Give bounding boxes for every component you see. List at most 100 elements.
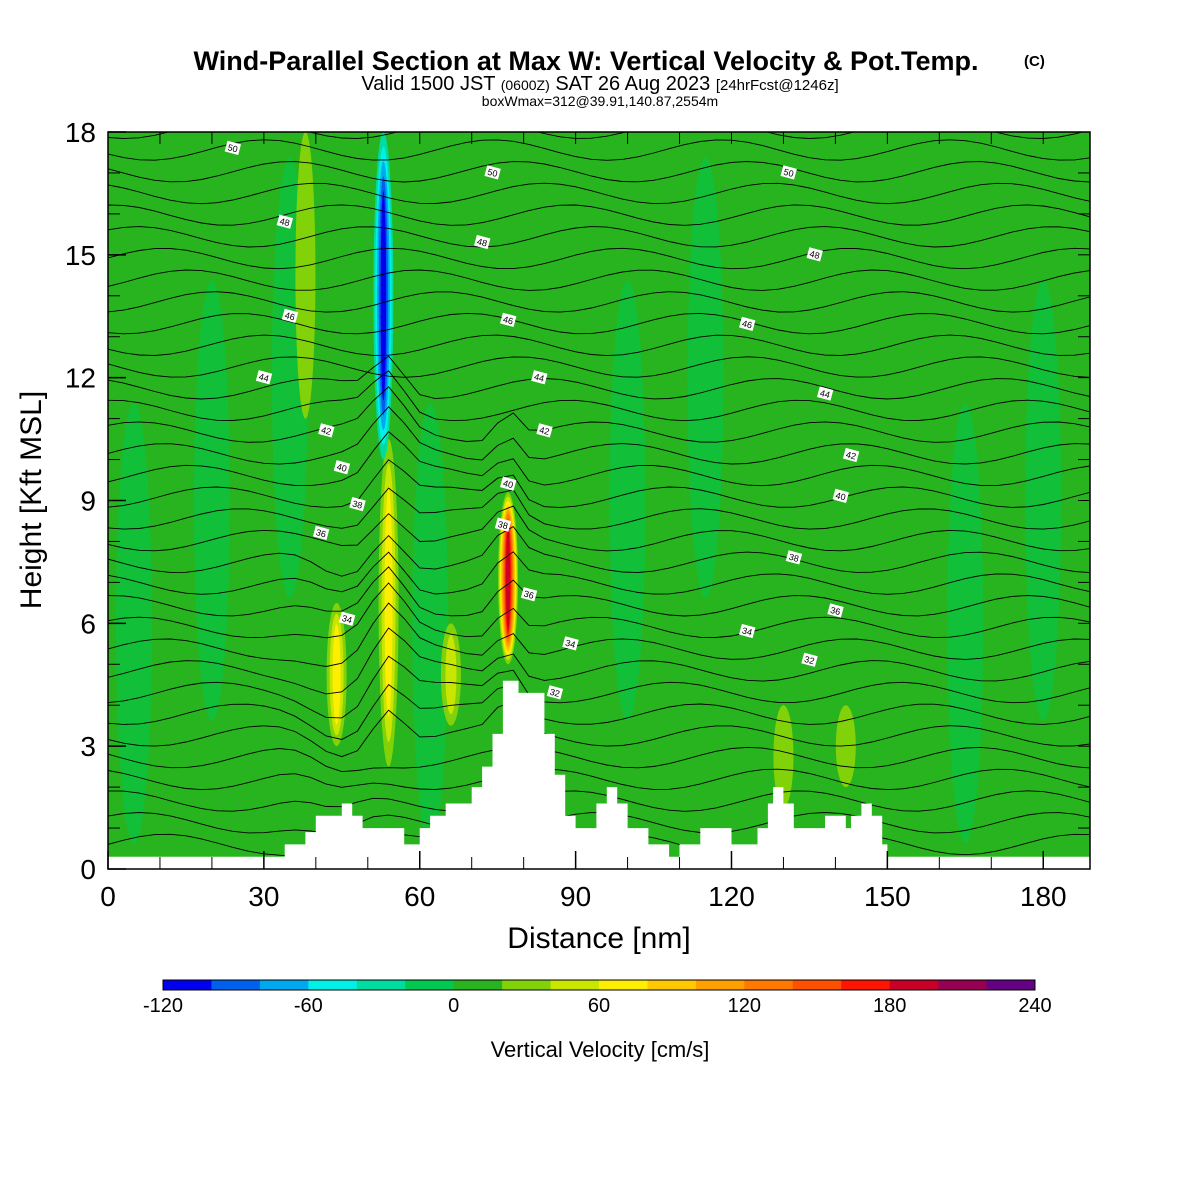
isentrope-line <box>108 459 1090 508</box>
contour-label: 42 <box>318 423 335 438</box>
chart-title: Wind-Parallel Section at Max W: Vertical… <box>194 46 979 76</box>
y-tick-label: 15 <box>65 240 96 271</box>
contour-label: 34 <box>562 636 579 651</box>
contour-label: 38 <box>349 496 366 512</box>
contour-label-bg <box>739 316 756 332</box>
field-band <box>412 403 449 844</box>
y-axis-label: Height [Kft MSL] <box>15 391 48 609</box>
isentrope-line <box>108 356 1090 378</box>
contour-label-text: 32 <box>803 654 815 666</box>
contour-label-text: 36 <box>523 589 535 601</box>
contour-label-text: 42 <box>320 425 332 437</box>
contour-label-bg <box>739 623 756 639</box>
isentrope-line <box>108 430 1090 487</box>
contour-label-text: 48 <box>808 249 820 261</box>
contour-label-bg <box>349 496 366 512</box>
contour-label-text: 44 <box>819 388 831 400</box>
contour-label: 36 <box>520 587 538 602</box>
contour-label-text: 42 <box>845 449 857 461</box>
field-band <box>687 157 724 598</box>
colorbar-tick-label: 120 <box>728 995 761 1017</box>
y-tick-label: 12 <box>65 363 96 394</box>
colorbar-tick-label: 180 <box>873 995 906 1017</box>
x-tick-label: 180 <box>1020 881 1067 912</box>
colorbar-swatch <box>744 980 794 990</box>
contour-label-text: 38 <box>497 519 509 531</box>
velocity-cell <box>773 705 794 808</box>
contour-label-bg <box>827 603 844 618</box>
contour-label: 44 <box>531 370 548 385</box>
colorbar-swatch <box>695 980 745 990</box>
colorbar: -120 -60 0 60 120 180 240 <box>143 979 1052 1017</box>
contour-label: 42 <box>842 447 860 463</box>
contour-label-bg <box>474 234 491 250</box>
terrain <box>108 680 1090 869</box>
contour-label-bg <box>562 636 579 651</box>
contour-label: 38 <box>494 517 512 532</box>
colorbar-swatch <box>163 980 212 990</box>
colorbar-swatch <box>356 980 406 990</box>
x-axis-label: Distance [nm] <box>507 922 690 955</box>
contour-label-text: 46 <box>741 318 753 330</box>
contour-label-text: 44 <box>533 372 545 384</box>
colorbar-swatch <box>259 980 309 990</box>
isentrope-line <box>108 566 1090 617</box>
y-tick-label: 6 <box>80 608 96 639</box>
isentrope-line <box>108 226 1090 248</box>
x-tick-label: 30 <box>248 881 279 912</box>
isentrope-line <box>108 627 1090 695</box>
contour-label-text: 50 <box>782 167 794 179</box>
colorbar-tick-label: 60 <box>588 995 610 1017</box>
contour-label: 46 <box>739 316 756 332</box>
contour-label: 48 <box>806 247 823 262</box>
isentrope-line <box>108 551 1090 595</box>
contour-label-bg <box>801 652 818 667</box>
contour-label-text: 48 <box>476 236 488 248</box>
isentrope-line <box>108 161 1090 183</box>
contour-label: 38 <box>785 550 803 565</box>
colorbar-label: Vertical Velocity [cm/s] <box>491 1037 710 1062</box>
velocity-cell <box>380 190 387 401</box>
y-tick-label: 9 <box>80 486 96 517</box>
colorbar-swatch <box>889 980 939 990</box>
contour-label-text: 46 <box>502 314 514 326</box>
contour-label-bg <box>546 685 564 700</box>
colorbar-tick-label: -60 <box>294 995 323 1017</box>
colorbar-tick-label: 240 <box>1018 995 1051 1017</box>
contour-label: 32 <box>546 685 564 700</box>
contour-label-bg <box>500 312 517 327</box>
contour-label-bg <box>536 423 553 438</box>
contour-label-text: 36 <box>829 605 841 617</box>
field-band <box>115 403 152 844</box>
isentrope-line <box>108 526 1090 577</box>
colorbar-swatch <box>938 980 988 990</box>
field-band <box>1025 280 1062 721</box>
isentrope-line <box>108 505 1090 552</box>
contour-label-bg <box>494 517 512 532</box>
colorbar-swatch <box>647 980 697 990</box>
colorbar-swatch <box>502 980 552 990</box>
velocity-cell <box>445 634 457 715</box>
velocity-cell <box>295 132 316 419</box>
contour-label: 40 <box>500 476 517 491</box>
colorbar-tick-label: -120 <box>143 995 183 1017</box>
contour-label-text: 46 <box>284 310 296 322</box>
isentrope-line <box>108 132 1085 139</box>
isentrope-line <box>108 355 1090 400</box>
colorbar-swatch <box>599 980 648 990</box>
contour-label-text: 40 <box>336 462 348 474</box>
isentrope-line <box>108 370 1090 422</box>
contour-label-text: 34 <box>341 613 353 625</box>
colorbar-tick-label: 0 <box>448 995 459 1017</box>
y-tick-label: 0 <box>80 854 96 885</box>
chart-subtitle: Valid 1500 JST (0600Z) SAT 26 Aug 2023 [… <box>361 73 838 95</box>
chart-title-suffix: (C) <box>1024 53 1045 70</box>
contour-label-bg <box>842 447 860 463</box>
contour-label-bg <box>338 611 356 626</box>
isentrope-line <box>108 487 1090 530</box>
isentrope-line <box>108 582 1090 639</box>
contour-label-bg <box>531 370 548 385</box>
isentrope-line <box>108 312 1090 335</box>
x-tick-label: 0 <box>100 881 116 912</box>
